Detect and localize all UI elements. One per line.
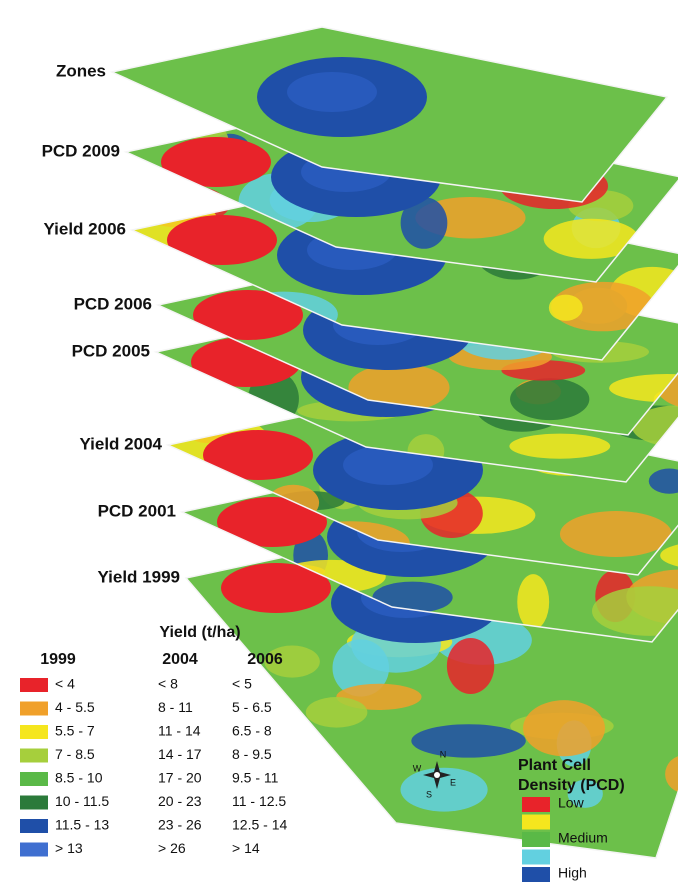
layer-patch: [411, 724, 526, 758]
layer-patch: [509, 433, 611, 459]
legend-title: Yield (t/ha): [159, 624, 240, 641]
compass-center: [434, 772, 440, 778]
pcd-title: Density (PCD): [518, 777, 625, 794]
layer-patch: [523, 700, 606, 757]
layer-patch: [287, 72, 377, 112]
layer-edge: [109, 26, 669, 203]
legend-range: 5 - 6.5: [232, 699, 272, 715]
legend-swatch: [20, 795, 48, 810]
pcd-swatch: [522, 797, 550, 812]
layer-label: PCD 2005: [72, 341, 150, 360]
layer-patch: [221, 563, 331, 613]
layer-patch: [510, 378, 590, 421]
legend-range: 7 - 8.5: [55, 746, 95, 762]
compass-letter: S: [426, 789, 432, 799]
year-header: 1999: [40, 651, 76, 668]
layer-label: Zones: [56, 61, 106, 80]
layer-patch: [517, 574, 550, 630]
legend-range: 23 - 26: [158, 817, 202, 833]
layer-patch: [400, 197, 448, 249]
layer: [112, 27, 667, 202]
layer-patch: [167, 215, 277, 265]
legend-swatch: [20, 678, 48, 692]
legend-range: 17 - 20: [158, 770, 202, 786]
pcd-swatch: [522, 849, 550, 865]
year-header: 2006: [247, 651, 283, 668]
legend-range: < 4: [55, 676, 75, 692]
legend-swatch: [20, 748, 48, 763]
legend-range: 11 - 14: [158, 723, 201, 739]
legend-swatch: [20, 701, 48, 716]
legend-range: 5.5 - 7: [55, 723, 95, 739]
layer-stack: Zones PCD 2009 Yield 2006 PCD 2006 PCD 2005 Y…: [42, 26, 678, 859]
legend-range: 6.5 - 8: [232, 723, 272, 739]
compass: N E S W: [413, 749, 456, 799]
layer-patch: [648, 468, 678, 494]
layer-patch: [543, 218, 639, 259]
legend-swatch: [20, 725, 48, 739]
legend-swatch: [20, 772, 48, 786]
layer-patch: [217, 497, 327, 547]
compass-letter: N: [440, 749, 447, 759]
layer-patch: [161, 137, 271, 187]
layer-patch: [559, 511, 672, 557]
legend-range: 4 - 5.5: [55, 699, 95, 715]
layer-patch: [548, 294, 583, 321]
compass-letter: E: [450, 777, 456, 787]
compass-letter: W: [413, 763, 422, 773]
legend-range: > 14: [232, 840, 260, 856]
layer-patch: [305, 697, 368, 728]
layer-label: PCD 2009: [42, 141, 120, 160]
legend-range: 20 - 23: [158, 793, 202, 809]
layer-label: PCD 2001: [98, 501, 176, 520]
layer-patch: [567, 779, 603, 808]
legend-swatch: [20, 819, 48, 833]
layer-patch: [591, 586, 678, 636]
legend-range: 12.5 - 14: [232, 817, 287, 833]
layer-patch: [665, 754, 678, 794]
layer-label: Yield 2006: [43, 219, 126, 238]
layer-patch: [193, 290, 303, 340]
layer-patch: [343, 445, 433, 485]
layer-label: Yield 2004: [79, 434, 162, 453]
legend-range: > 13: [55, 840, 83, 856]
pcd-label: High: [558, 865, 587, 881]
legend-swatch: [20, 842, 48, 857]
legend-range: 8.5 - 10: [55, 770, 103, 786]
yield-legend: Yield (t/ha) 1999 2004 2006 < 4 < 8 < 5 4 - 5.…: [20, 624, 287, 857]
pcd-label: Low: [558, 795, 585, 811]
layer-patch: [203, 430, 313, 480]
legend-range: 14 - 17: [158, 746, 202, 762]
year-header: 2004: [162, 651, 198, 668]
pcd-swatch: [522, 814, 550, 830]
layer-label: Yield 1999: [97, 567, 180, 586]
pcd-legend: Plant Cell Density (PCD)Low Medium High: [518, 757, 625, 882]
legend-range: < 5: [232, 676, 252, 692]
pcd-swatch: [522, 867, 550, 882]
layer-patch: [446, 638, 495, 695]
layer-label: PCD 2006: [74, 294, 152, 313]
legend-range: < 8: [158, 676, 178, 692]
pcd-swatch: [522, 832, 550, 847]
layer-patch: [348, 363, 450, 412]
layer-patch: [551, 281, 655, 332]
legend-range: 8 - 9.5: [232, 746, 272, 762]
layer-patch: [372, 581, 453, 614]
layer-patch: [264, 645, 320, 678]
legend-range: > 26: [158, 840, 186, 856]
legend-range: 11 - 12.5: [232, 793, 286, 809]
pcd-label: Medium: [558, 830, 608, 846]
layer-patch: [400, 767, 488, 812]
legend-range: 9.5 - 11: [232, 770, 279, 786]
legend-range: 8 - 11: [158, 699, 193, 715]
legend-range: 10 - 11.5: [55, 793, 109, 809]
pcd-title: Plant Cell: [518, 757, 591, 774]
legend-range: 11.5 - 13: [55, 817, 109, 833]
